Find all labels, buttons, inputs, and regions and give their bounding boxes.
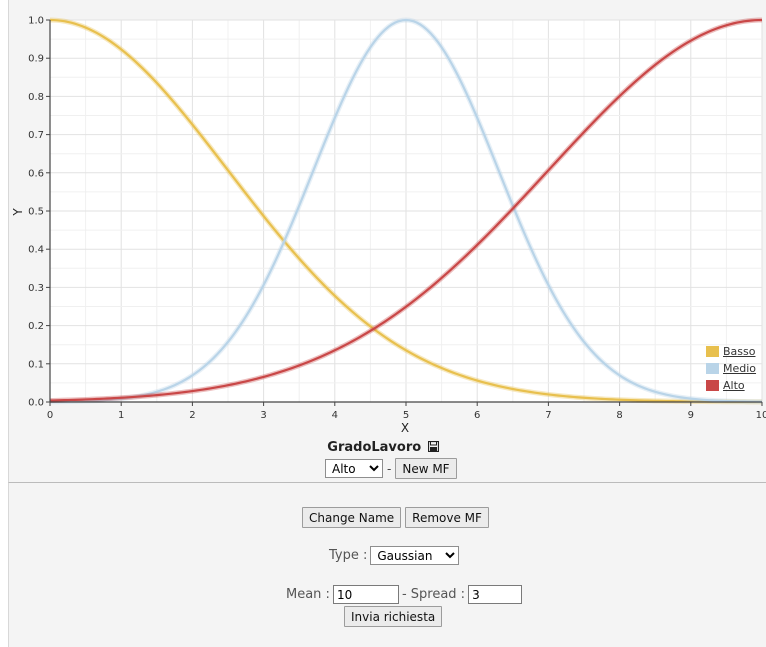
legend-item-alto[interactable]: Alto — [706, 379, 745, 392]
x-tick-label: 7 — [545, 410, 551, 421]
separator: - — [387, 461, 392, 476]
type-row: Type : Gaussian — [329, 546, 460, 565]
x-ticks: 0 1 2 3 4 5 6 7 8 9 10 — [47, 402, 766, 421]
y-tick-label: 0.2 — [28, 321, 44, 332]
x-tick-label: 0 — [47, 410, 53, 421]
y-tick-label: 0.6 — [28, 168, 44, 179]
y-tick-label: 1.0 — [28, 16, 44, 27]
x-tick-label: 10 — [756, 410, 766, 421]
series-line-basso[interactable] — [49, 18, 763, 403]
series-line-medio[interactable] — [49, 18, 763, 403]
mean-label: Mean : — [286, 587, 330, 602]
x-tick-label: 1 — [118, 410, 124, 421]
type-label: Type : — [329, 548, 368, 563]
y-tick-label: 0.3 — [28, 283, 44, 294]
change-name-button[interactable]: Change Name — [302, 507, 402, 528]
spread-input[interactable] — [468, 585, 523, 604]
legend-label: Medio — [723, 362, 757, 375]
y-tick-label: 0.4 — [28, 245, 44, 256]
mean-input[interactable] — [332, 585, 399, 604]
spread-label: - Spread : — [401, 587, 466, 602]
y-tick-label: 0.9 — [28, 54, 44, 65]
y-tick-label: 0.5 — [28, 207, 44, 218]
y-ticks: 0.0 0.1 0.2 0.3 0.4 0.5 0.6 0.7 0.8 0.9 1.0 — [28, 16, 50, 409]
y-axis-label: Y — [11, 208, 25, 217]
grid — [49, 19, 763, 403]
legend-label: Basso — [723, 345, 756, 358]
y-tick-label: 0.1 — [28, 359, 44, 370]
x-tick-label: 6 — [474, 410, 480, 421]
legend-swatch — [706, 363, 719, 374]
membership-function-chart: 0 1 2 3 4 5 6 7 8 9 10 0.0 0.1 0.2 0.3 0.4 0.5 0.6 0.7 0.8… — [11, 16, 766, 436]
legend-item-medio[interactable]: Medio — [706, 362, 756, 375]
legend-item-basso[interactable]: Basso — [706, 345, 755, 358]
y-tick-label: 0.7 — [28, 130, 44, 141]
x-tick-label: 3 — [260, 410, 266, 421]
legend-label: Alto — [723, 379, 745, 392]
legend-swatch — [706, 346, 719, 357]
x-tick-label: 9 — [688, 410, 694, 421]
y-tick-label: 0.8 — [28, 92, 44, 103]
y-tick-label: 0.0 — [28, 398, 44, 409]
x-tick-label: 5 — [403, 410, 409, 421]
mf-actions-row: Change Name Remove MF — [302, 507, 489, 528]
submit-button[interactable]: Invia richiesta — [344, 606, 443, 627]
curves — [49, 17, 763, 405]
x-tick-label: 8 — [616, 410, 622, 421]
variable-name: GradoLavoro — [327, 440, 422, 455]
new-mf-button[interactable]: New MF — [395, 458, 457, 479]
x-tick-label: 4 — [332, 410, 338, 421]
params-row: Mean : - Spread : — [286, 585, 523, 604]
x-tick-label: 2 — [189, 410, 195, 421]
series-line-alto[interactable] — [49, 18, 763, 402]
save-icon[interactable] — [427, 440, 439, 456]
variable-name-row: GradoLavoro — [0, 440, 766, 456]
legend-swatch — [706, 380, 719, 391]
x-axis-label: X — [401, 421, 409, 435]
remove-mf-button[interactable]: Remove MF — [405, 507, 489, 528]
type-select[interactable]: Gaussian — [370, 546, 460, 565]
